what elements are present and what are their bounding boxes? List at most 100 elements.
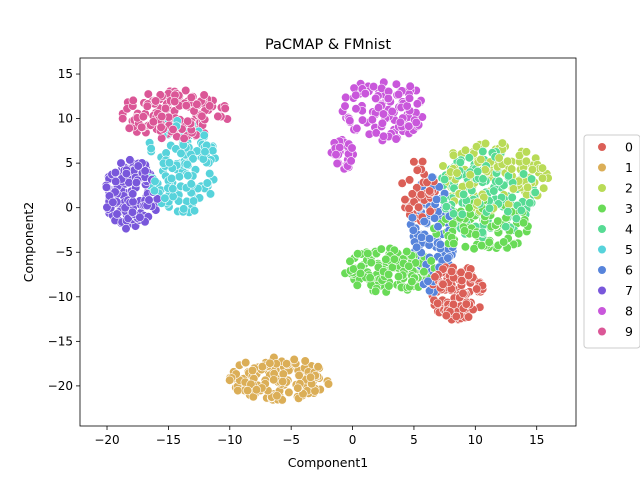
legend-label-4: 4 (625, 222, 633, 237)
x-tick-label: −5 (282, 433, 300, 447)
point-class-5 (186, 179, 196, 189)
point-class-9 (155, 90, 165, 100)
point-class-2 (452, 168, 462, 178)
point-class-9 (151, 96, 161, 106)
point-class-8 (417, 112, 427, 122)
point-class-2 (465, 170, 475, 180)
point-class-5 (189, 206, 200, 216)
point-class-3 (518, 218, 529, 228)
point-class-4 (494, 176, 504, 186)
legend-label-5: 5 (625, 242, 633, 257)
point-class-0 (433, 298, 443, 308)
point-class-1 (269, 375, 279, 385)
point-class-0 (418, 157, 428, 167)
x-axis: −20 −15 −10 −5 0 5 10 15 (94, 426, 544, 447)
point-class-1 (278, 377, 288, 387)
y-axis-label: Component2 (21, 202, 36, 283)
point-class-7 (112, 209, 122, 219)
point-class-1 (272, 391, 282, 401)
point-class-3 (394, 272, 404, 282)
legend-label-2: 2 (625, 181, 633, 196)
point-class-6 (435, 239, 445, 249)
point-class-0 (404, 203, 414, 213)
point-class-9 (148, 117, 158, 127)
point-class-1 (241, 358, 251, 368)
point-class-2 (522, 182, 533, 192)
point-class-0 (425, 186, 435, 196)
point-class-9 (183, 116, 193, 126)
point-class-6 (408, 225, 419, 235)
point-class-2 (494, 153, 504, 163)
point-class-6 (412, 242, 422, 252)
y-tick-label: 15 (58, 67, 73, 81)
y-tick-label: −15 (48, 334, 73, 348)
point-class-8 (402, 101, 412, 111)
point-class-7 (128, 197, 138, 207)
point-class-4 (503, 207, 513, 217)
y-tick-label: 0 (65, 201, 73, 215)
point-class-1 (294, 370, 304, 381)
point-class-6 (423, 276, 433, 286)
point-class-9 (181, 100, 191, 111)
legend-marker-7 (597, 285, 607, 296)
point-class-3 (366, 258, 376, 268)
point-class-8 (405, 81, 415, 91)
point-class-7 (102, 202, 112, 212)
point-class-5 (149, 186, 160, 196)
point-class-1 (284, 387, 294, 398)
point-class-0 (461, 299, 471, 309)
point-class-8 (391, 79, 402, 89)
point-class-9 (170, 96, 180, 107)
point-class-8 (360, 88, 370, 99)
point-class-6 (430, 213, 440, 223)
legend-marker-9 (597, 326, 607, 337)
point-class-6 (419, 216, 429, 227)
point-class-8 (394, 89, 404, 99)
point-class-5 (167, 173, 177, 184)
point-class-2 (460, 145, 471, 155)
point-class-3 (493, 216, 503, 226)
point-class-0 (430, 272, 440, 282)
legend-marker-4 (597, 224, 607, 234)
point-class-0 (416, 190, 426, 200)
point-class-4 (440, 174, 450, 185)
point-class-9 (160, 103, 171, 113)
points-layer (101, 77, 553, 405)
point-class-2 (465, 180, 475, 190)
legend-marker-1 (597, 162, 607, 173)
chart-title: PaCMAP & FMnist (265, 37, 391, 53)
point-class-3 (404, 261, 414, 271)
point-class-0 (463, 312, 474, 322)
point-class-1 (323, 379, 334, 389)
point-class-3 (484, 237, 494, 247)
point-class-9 (128, 95, 138, 105)
legend-marker-3 (597, 203, 607, 214)
point-class-4 (459, 189, 469, 199)
point-class-2 (539, 183, 549, 193)
x-tick-label: 10 (468, 433, 483, 447)
point-class-2 (521, 147, 532, 157)
point-class-0 (451, 311, 461, 322)
point-class-7 (131, 178, 141, 188)
y-axis: −20 −15 −10 −5 0 5 10 15 (48, 67, 80, 393)
point-class-3 (384, 269, 394, 280)
y-tick-label: 5 (65, 156, 73, 170)
point-class-0 (458, 288, 468, 299)
point-class-3 (355, 268, 366, 279)
point-class-2 (479, 192, 489, 202)
point-class-7 (121, 224, 131, 234)
point-class-8 (369, 81, 379, 92)
point-class-3 (426, 256, 436, 266)
point-class-3 (365, 273, 375, 283)
point-class-8 (340, 101, 350, 111)
point-class-4 (511, 214, 522, 224)
y-tick-label: −5 (55, 245, 73, 259)
point-class-9 (220, 103, 230, 113)
point-class-0 (448, 299, 459, 310)
point-class-8 (379, 131, 389, 141)
point-class-1 (278, 369, 288, 379)
point-class-5 (160, 193, 170, 203)
point-class-2 (476, 154, 486, 165)
point-class-9 (142, 101, 152, 111)
point-class-0 (438, 279, 448, 289)
